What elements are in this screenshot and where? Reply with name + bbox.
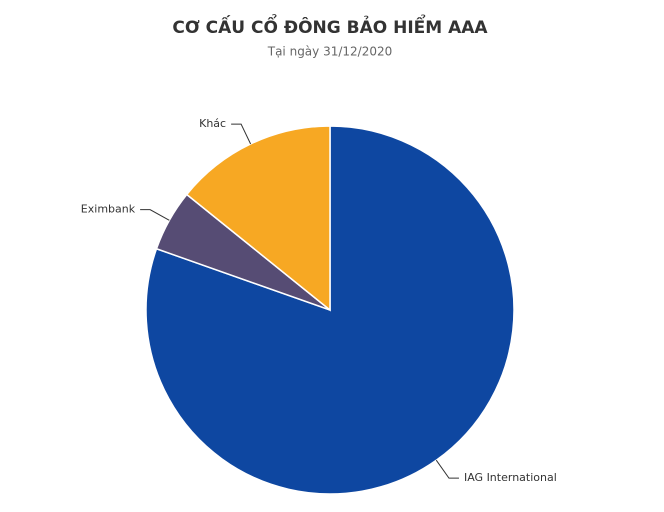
slice-label: Eximbank <box>81 203 136 216</box>
leader-line <box>231 123 252 145</box>
leader-line <box>140 209 170 221</box>
chart-subtitle: Tại ngày 31/12/2020 <box>267 45 393 59</box>
chart-title: CƠ CẤU CỔ ĐÔNG BẢO HIỂM AAA <box>172 13 488 38</box>
slice-label: IAG International <box>464 471 557 484</box>
pie-slice <box>185 125 331 312</box>
leader-line <box>435 459 459 479</box>
slice-label: Khác <box>199 117 226 130</box>
